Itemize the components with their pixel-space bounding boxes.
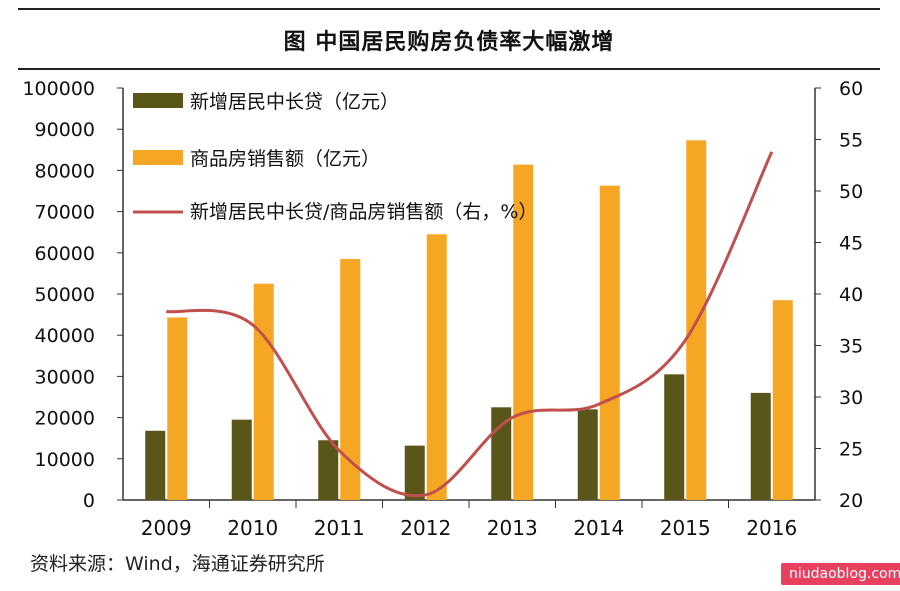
chart-title: 图 中国居民购房负债率大幅激增: [283, 30, 615, 55]
x-tick-label: 2011: [314, 516, 365, 540]
source-note: 资料来源：Wind，海通证券研究所: [30, 553, 325, 575]
sales-bar: [426, 234, 447, 500]
loan-bar: [231, 419, 252, 500]
x-tick-label: 2012: [400, 516, 451, 540]
left-tick-label: 0: [83, 490, 95, 512]
loan-bar: [318, 440, 339, 500]
left-tick-label: 70000: [35, 202, 95, 224]
sales-bar: [599, 185, 620, 501]
loan-bar: [145, 430, 166, 500]
watermark-badge: niudaoblog.com: [781, 563, 900, 585]
x-tick-label: 2010: [227, 516, 278, 540]
chart-axes: 0 10000 20000 30000 40000 50000 60000 70000 8000…: [22, 78, 863, 540]
right-tick-label: 25: [839, 439, 863, 461]
ratio-line: [166, 151, 774, 498]
sales-bar: [772, 300, 793, 500]
right-tick-label: 20: [839, 490, 863, 512]
loan-bar: [664, 374, 685, 500]
legend-label-sales: 商品房销售额（亿元）: [190, 148, 380, 170]
chart-line: [166, 151, 774, 498]
right-tick-label: 40: [839, 284, 863, 306]
left-tick-label: 20000: [35, 408, 95, 430]
loan-bar: [404, 445, 425, 500]
left-tick-label: 80000: [35, 160, 95, 182]
chart-header: 图 中国居民购房负债率大幅激增: [18, 8, 880, 70]
x-tick-label: 2014: [573, 516, 624, 540]
chart-legend: 新增居民中长贷（亿元） 商品房销售额（亿元） 新增居民中长贷/商品房销售额（右，…: [133, 91, 537, 223]
left-tick-label: 40000: [35, 325, 95, 347]
legend-swatch-loans: [133, 93, 183, 108]
left-tick-label: 100000: [22, 78, 95, 100]
sales-bar: [167, 317, 188, 500]
left-tick-label: 50000: [35, 284, 95, 306]
right-tick-label: 60: [839, 78, 863, 100]
right-tick-label: 55: [839, 130, 863, 152]
legend-label-loans: 新增居民中长贷（亿元）: [190, 91, 399, 113]
legend-swatch-sales: [133, 150, 183, 165]
chart-bars: [145, 140, 793, 501]
legend-label-ratio: 新增居民中长贷/商品房销售额（右，%）: [190, 201, 537, 223]
x-tick-label: 2009: [141, 516, 192, 540]
left-tick-label: 30000: [35, 366, 95, 388]
right-tick-label: 35: [839, 336, 863, 358]
left-tick-label: 60000: [35, 243, 95, 265]
loan-bar: [750, 392, 771, 500]
x-tick-label: 2016: [746, 516, 797, 540]
right-tick-label: 45: [839, 233, 863, 255]
sales-bar: [340, 258, 361, 500]
loan-bar: [577, 409, 598, 500]
x-tick-label: 2015: [660, 516, 711, 540]
right-tick-label: 30: [839, 387, 863, 409]
left-tick-label: 10000: [35, 449, 95, 471]
right-tick-label: 50: [839, 181, 863, 203]
x-tick-label: 2013: [487, 516, 538, 540]
sales-bar: [253, 283, 274, 500]
left-tick-label: 90000: [35, 119, 95, 141]
